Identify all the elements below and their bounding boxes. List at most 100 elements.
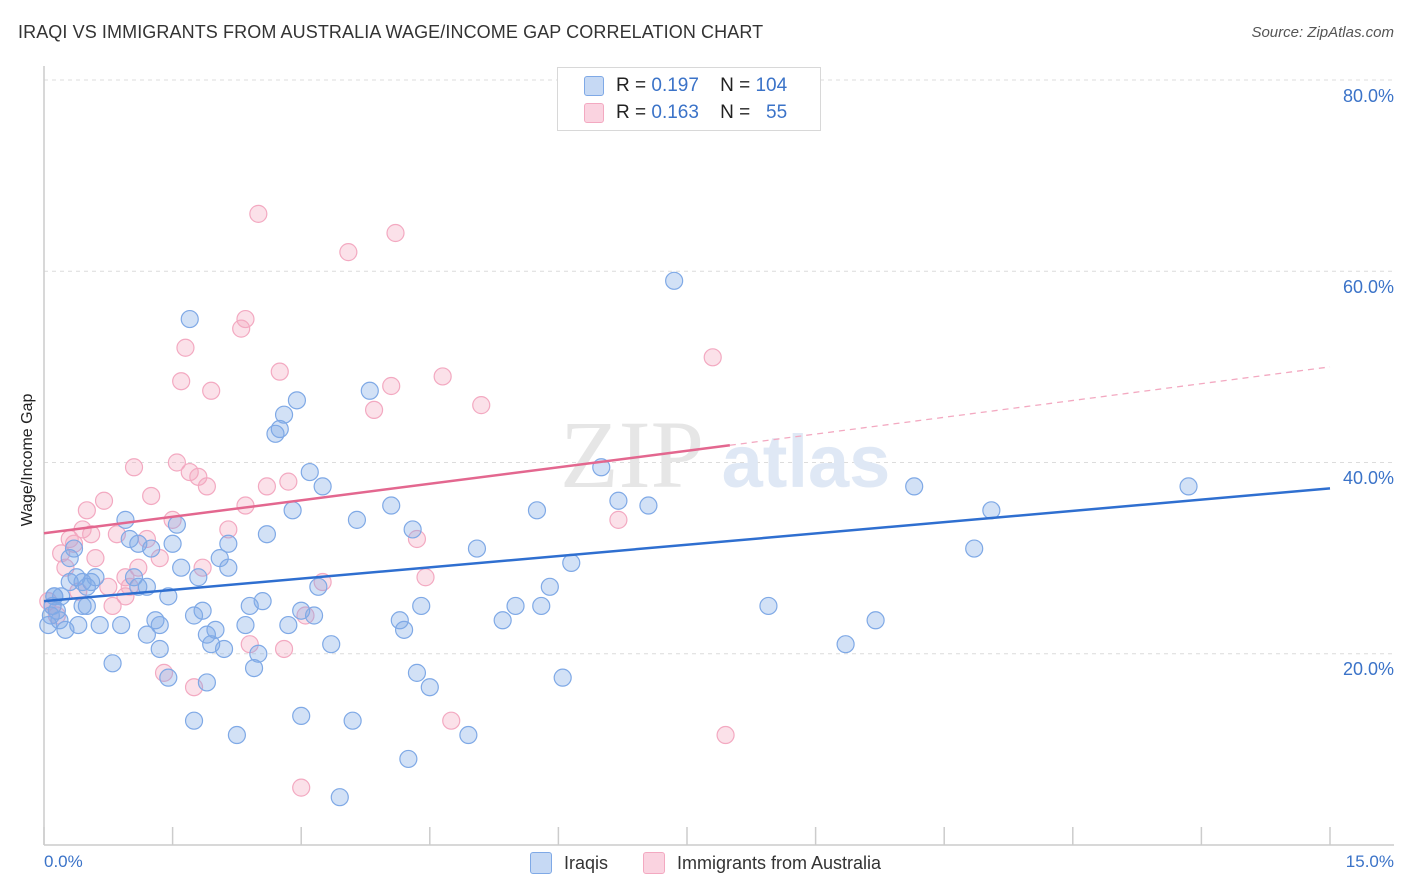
- point-australia: [64, 534, 84, 553]
- point-iraqis: [214, 639, 234, 659]
- point-iraqis: [124, 568, 144, 587]
- point-iraqis: [347, 510, 367, 529]
- point-australia: [442, 711, 461, 730]
- legend-australia-label: Immigrants from Australia: [677, 852, 882, 873]
- point-iraqis: [759, 596, 778, 616]
- gridlines: [44, 79, 1394, 655]
- point-iraqis: [532, 596, 551, 616]
- point-iraqis: [150, 615, 169, 635]
- point-australia: [86, 549, 105, 568]
- legend-item-australia[interactable]: Immigrants from Australia: [643, 852, 881, 874]
- series-iraqis: [39, 271, 1198, 807]
- legend-australia-swatch: [643, 852, 665, 874]
- y-tick-80: 80.0%: [1342, 86, 1394, 106]
- point-australia: [703, 348, 722, 367]
- point-australia: [77, 501, 96, 520]
- legend-iraqis-swatch: [530, 852, 552, 874]
- point-iraqis: [112, 615, 131, 635]
- legend-item-iraqis[interactable]: Iraqis: [530, 852, 608, 874]
- point-australia: [202, 381, 221, 400]
- point-iraqis: [227, 725, 246, 745]
- iraqis-swatch: [584, 76, 604, 96]
- point-iraqis: [142, 539, 161, 558]
- point-iraqis: [562, 553, 581, 573]
- point-iraqis: [836, 635, 855, 654]
- australia-swatch: [584, 103, 604, 123]
- point-australia: [609, 510, 628, 529]
- watermark-zip: ZIP: [560, 401, 704, 508]
- point-iraqis: [390, 611, 409, 630]
- point-iraqis: [257, 525, 277, 544]
- r-value-australia: 0.163: [651, 102, 699, 123]
- point-iraqis: [467, 539, 487, 558]
- point-australia: [386, 223, 405, 243]
- point-australia: [82, 525, 101, 544]
- n-value-australia: 55: [766, 102, 788, 123]
- point-australia: [416, 568, 435, 587]
- point-australia: [219, 520, 238, 539]
- point-australia: [270, 362, 289, 381]
- point-iraqis: [399, 749, 418, 769]
- n-label: N =: [720, 102, 751, 123]
- point-iraqis: [330, 788, 349, 807]
- point-australia: [472, 396, 491, 415]
- point-australia: [129, 558, 148, 577]
- chart-title: IRAQI VS IMMIGRANTS FROM AUSTRALIA WAGE/…: [18, 22, 764, 42]
- point-iraqis: [304, 606, 324, 625]
- y-tick-40: 40.0%: [1342, 468, 1394, 488]
- point-iraqis: [1179, 477, 1198, 496]
- n-value-iraqis: 104: [755, 75, 788, 96]
- point-australia: [116, 587, 135, 606]
- point-iraqis: [219, 534, 238, 553]
- point-iraqis: [665, 271, 684, 290]
- point-iraqis: [184, 606, 204, 625]
- point-iraqis: [360, 381, 379, 400]
- point-australia: [249, 204, 268, 223]
- point-australia: [167, 453, 186, 472]
- point-australia: [176, 338, 195, 357]
- point-iraqis: [189, 568, 208, 587]
- point-iraqis: [249, 644, 268, 663]
- point-australia: [142, 486, 161, 506]
- point-australia: [257, 477, 277, 496]
- point-iraqis: [184, 711, 204, 730]
- stats-iraqis-text: R = 0.197 N = 104: [616, 75, 787, 97]
- legend-iraqis-label: Iraqis: [564, 852, 609, 873]
- point-iraqis: [137, 625, 156, 644]
- point-iraqis: [609, 491, 628, 510]
- point-iraqis: [159, 587, 178, 606]
- point-australia: [433, 367, 452, 386]
- point-iraqis: [253, 592, 272, 611]
- point-iraqis: [150, 639, 169, 659]
- point-iraqis: [459, 725, 478, 745]
- axes: [43, 66, 1394, 846]
- point-iraqis: [60, 549, 79, 568]
- point-iraqis: [343, 711, 362, 730]
- point-iraqis: [172, 558, 191, 577]
- point-iraqis: [965, 539, 984, 558]
- point-iraqis: [403, 520, 422, 539]
- point-iraqis: [206, 620, 225, 639]
- point-iraqis: [197, 673, 216, 692]
- r-label: R =: [616, 75, 647, 96]
- point-australia: [339, 243, 358, 262]
- point-australia: [232, 319, 251, 338]
- point-iraqis: [540, 577, 559, 596]
- point-iraqis: [274, 405, 294, 424]
- y-tick-60: 60.0%: [1342, 277, 1394, 297]
- r-label: R =: [616, 102, 647, 123]
- point-iraqis: [219, 558, 238, 577]
- point-australia: [382, 376, 401, 396]
- point-australia: [193, 558, 212, 577]
- point-australia: [236, 309, 255, 329]
- n-label: N =: [720, 75, 751, 96]
- point-iraqis: [197, 625, 216, 644]
- point-iraqis: [103, 654, 122, 673]
- point-australia: [364, 400, 384, 420]
- point-iraqis: [163, 534, 182, 553]
- point-australia: [180, 462, 199, 482]
- point-iraqis: [270, 419, 289, 439]
- stats-legend-box: R = 0.197 N = 104 R = 0.163 N = 55: [557, 67, 821, 131]
- trend-line-iraqis: [43, 487, 1331, 603]
